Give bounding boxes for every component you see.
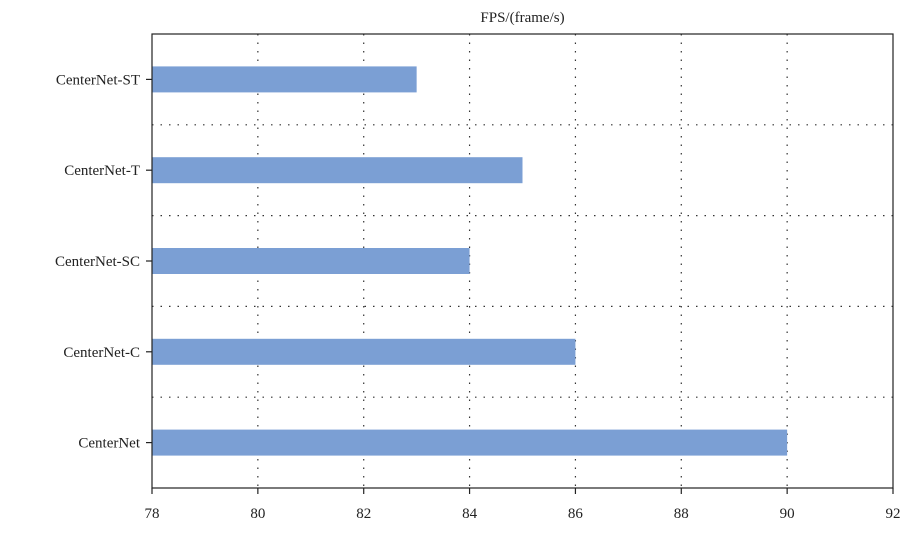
category-label: CenterNet [78,436,140,452]
category-label: CenterNet-ST [56,72,140,88]
x-tick-label: 78 [145,506,160,522]
bar-centernet-t [152,157,523,184]
x-tick-label: 92 [886,506,901,522]
x-tick-label: 86 [568,506,584,522]
x-tick-label: 82 [356,506,371,522]
bar-centernet [152,429,788,456]
bar-centernet-sc [152,248,470,274]
bar-centernet-c [152,338,576,365]
axis-layer: 78 80 82 84 86 88 90 92 CenterNet-ST CenterNet-T C… [55,72,900,522]
x-tick-label: 90 [780,506,795,522]
category-label: CenterNet-C [63,345,140,361]
category-label: CenterNet-T [64,163,140,179]
chart-title: FPS/(frame/s) [480,10,564,26]
x-tick-label: 84 [462,506,478,522]
x-tick-label: 88 [674,506,689,522]
bar-centernet-st [152,66,417,93]
category-label: CenterNet-SC [55,254,140,270]
x-tick-label: 80 [250,506,265,522]
bar-layer [152,66,788,456]
